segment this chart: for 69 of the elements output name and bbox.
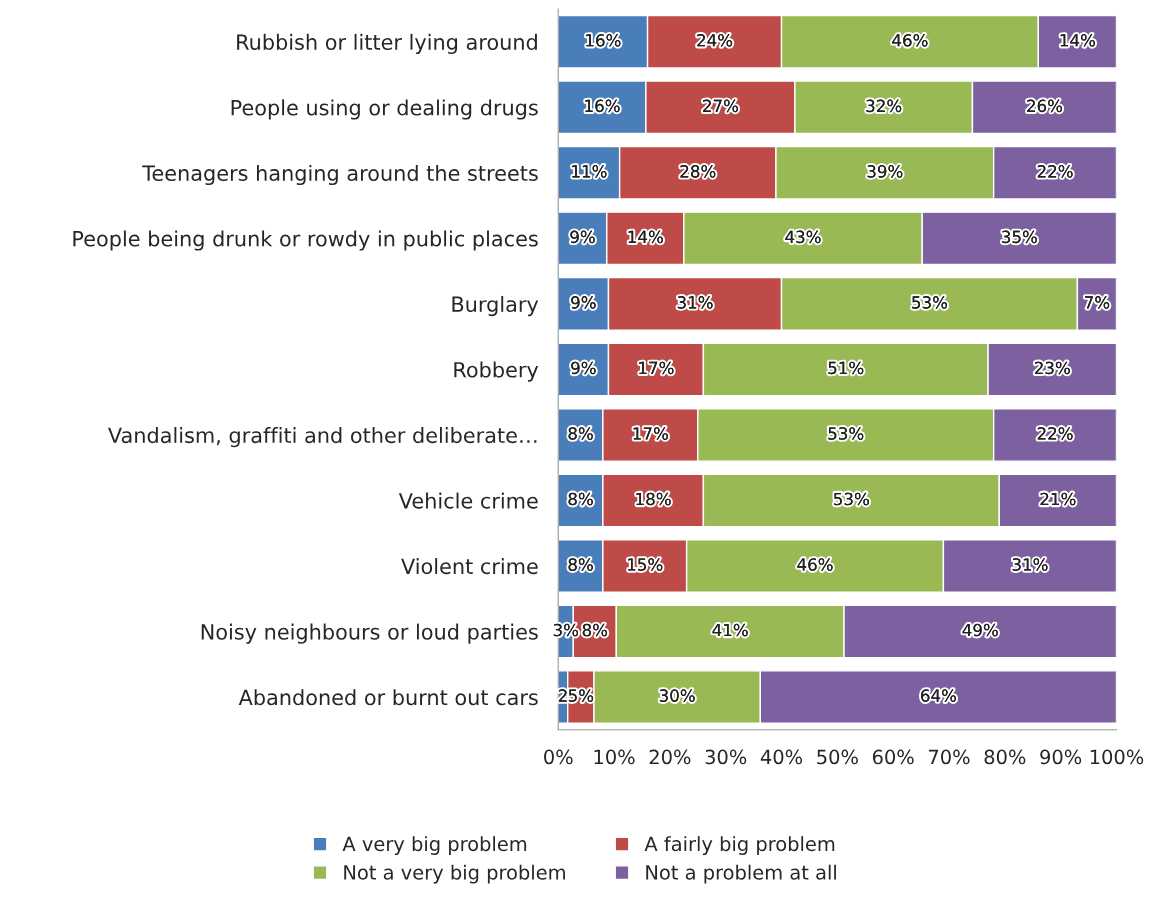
data-label: 27% [703, 99, 738, 113]
data-label: 11% [572, 165, 607, 178]
x-tick-label: 70% [928, 749, 970, 765]
data-label: 9% [571, 361, 596, 375]
y-tick-label: Violent crime [401, 558, 538, 575]
data-label: 15% [628, 558, 663, 571]
y-tick-label: Burglary [452, 295, 539, 317]
data-label: 2 [558, 689, 567, 702]
data-label: 43% [785, 230, 821, 244]
x-tick-label: 80% [984, 749, 1026, 765]
data-label: 8% [568, 558, 593, 571]
data-label: 35% [1002, 230, 1037, 244]
data-label: 23% [1034, 361, 1070, 375]
x-tick-label: 50% [817, 749, 858, 765]
data-label: 16% [585, 99, 620, 113]
x-tick-label: 10% [594, 749, 635, 765]
data-label: 31% [677, 296, 713, 309]
legend-label: A very big problem [342, 836, 527, 855]
y-tick-label: Teenagers hanging around the streets [142, 164, 538, 186]
data-label: 28% [680, 165, 716, 178]
data-label: 46% [892, 34, 928, 47]
y-tick-label: Abandoned or burnt out cars [238, 689, 538, 706]
data-label: 51% [828, 361, 864, 375]
x-tick-label: 30% [705, 749, 747, 765]
data-label: 53% [834, 492, 869, 506]
y-tick-label: Robbery [454, 361, 539, 382]
legend-label: Not a problem at all [646, 864, 836, 884]
data-label: 49% [962, 623, 998, 637]
x-tick-label: 40% [760, 749, 803, 765]
legend-label: A fairly big problem [644, 836, 835, 855]
y-tick-label: Rubbish or litter lying around [237, 33, 537, 55]
data-label: 5% [568, 689, 594, 702]
data-label: 7% [1085, 296, 1110, 309]
data-label: 22% [1037, 165, 1073, 178]
data-label: 14% [628, 230, 663, 244]
data-label: 26% [1027, 99, 1063, 113]
y-tick-label: People being drunk or rowdy in public places [73, 230, 538, 251]
data-label: 9% [570, 230, 595, 244]
data-label: 24% [697, 34, 733, 47]
legend-label: Not a very big problem [344, 864, 565, 884]
data-label: 17% [639, 361, 674, 375]
data-label: 21% [1040, 492, 1076, 506]
data-label: 64% [921, 689, 956, 702]
data-label: 30% [659, 689, 695, 702]
data-label: 8% [568, 427, 593, 440]
data-label: 16% [586, 34, 621, 47]
data-label: 9% [571, 296, 596, 309]
x-tick-label: 60% [872, 749, 914, 765]
x-tick-label: 90% [1040, 749, 1082, 765]
data-label: 31% [1012, 558, 1048, 571]
y-tick-label: Vandalism, graffiti and other deliberate… [108, 427, 537, 448]
data-label: 32% [866, 99, 902, 113]
x-tick-label: 0% [544, 749, 573, 765]
data-label: 17% [633, 427, 668, 440]
y-tick-label: People using or dealing drugs [231, 99, 538, 120]
data-label: 22% [1037, 427, 1073, 440]
data-label: 53% [828, 427, 864, 440]
data-label: 8% [568, 492, 593, 506]
y-tick-label: Vehicle crime [398, 492, 538, 509]
data-label: 53% [912, 296, 948, 309]
data-label: 14% [1060, 34, 1095, 47]
data-label: 46% [797, 558, 833, 571]
data-label: 39% [867, 165, 903, 178]
data-label: 18% [636, 492, 671, 506]
data-label: 41% [712, 623, 748, 637]
data-label: 8% [582, 623, 608, 637]
x-tick-label: 100% [1090, 749, 1144, 765]
x-tick-label: 20% [649, 749, 691, 765]
y-tick-label: Noisy neighbours or loud parties [201, 623, 538, 644]
